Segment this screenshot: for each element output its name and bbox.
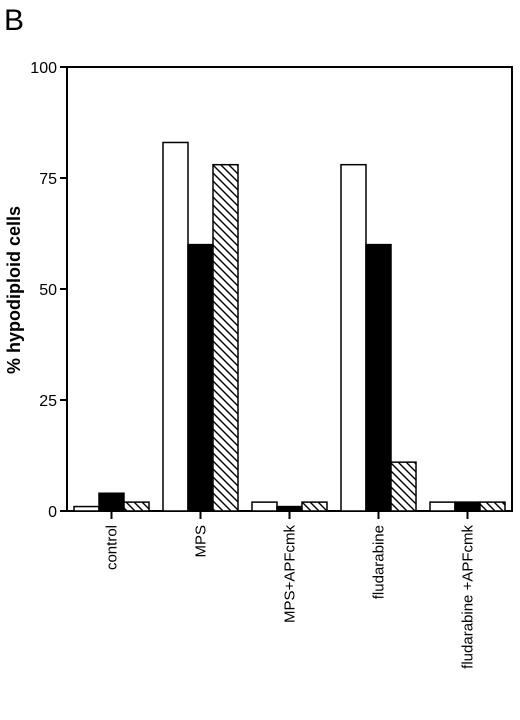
bars (73, 141, 506, 512)
y-tick-label-0: 0 (48, 504, 57, 521)
bar-4-2 (479, 501, 506, 512)
x-axis-ticks (110, 511, 469, 519)
bar-0-2 (123, 501, 150, 512)
bar-4-1 (454, 501, 481, 512)
y-tick-label-4: 100 (30, 60, 57, 77)
bar-3-2 (390, 461, 417, 512)
panel-letter: B (4, 4, 24, 37)
category-label-3: fludarabine (371, 525, 388, 599)
bar-3-0 (340, 163, 367, 512)
y-tick-label-3: 75 (39, 171, 57, 188)
category-label-2: MPS+APFcmk (282, 525, 299, 623)
category-labels: control MPS MPS+APFcmk fludarabine fludarabi… (104, 525, 477, 669)
category-label-1: MPS (193, 525, 210, 558)
y-axis-ticks: 0 25 50 75 100 (30, 60, 67, 521)
y-tick-label-2: 50 (39, 282, 57, 299)
category-label-0: control (104, 525, 121, 570)
plot-frame (66, 66, 513, 512)
bar-1-0 (162, 141, 189, 512)
bar-2-0 (251, 501, 278, 512)
bar-2-1 (276, 505, 303, 512)
y-tick-label-1: 25 (39, 393, 57, 410)
bar-3-1 (365, 243, 392, 512)
bar-4-0 (429, 501, 456, 512)
bar-0-0 (73, 505, 100, 512)
bar-1-1 (187, 243, 214, 512)
y-axis-label: % hypodiploid cells (4, 206, 24, 374)
category-label-4: fludarabine +APFcmk (460, 525, 477, 669)
bar-2-2 (301, 501, 328, 512)
bar-0-1 (98, 492, 125, 512)
bar-1-2 (212, 163, 239, 512)
